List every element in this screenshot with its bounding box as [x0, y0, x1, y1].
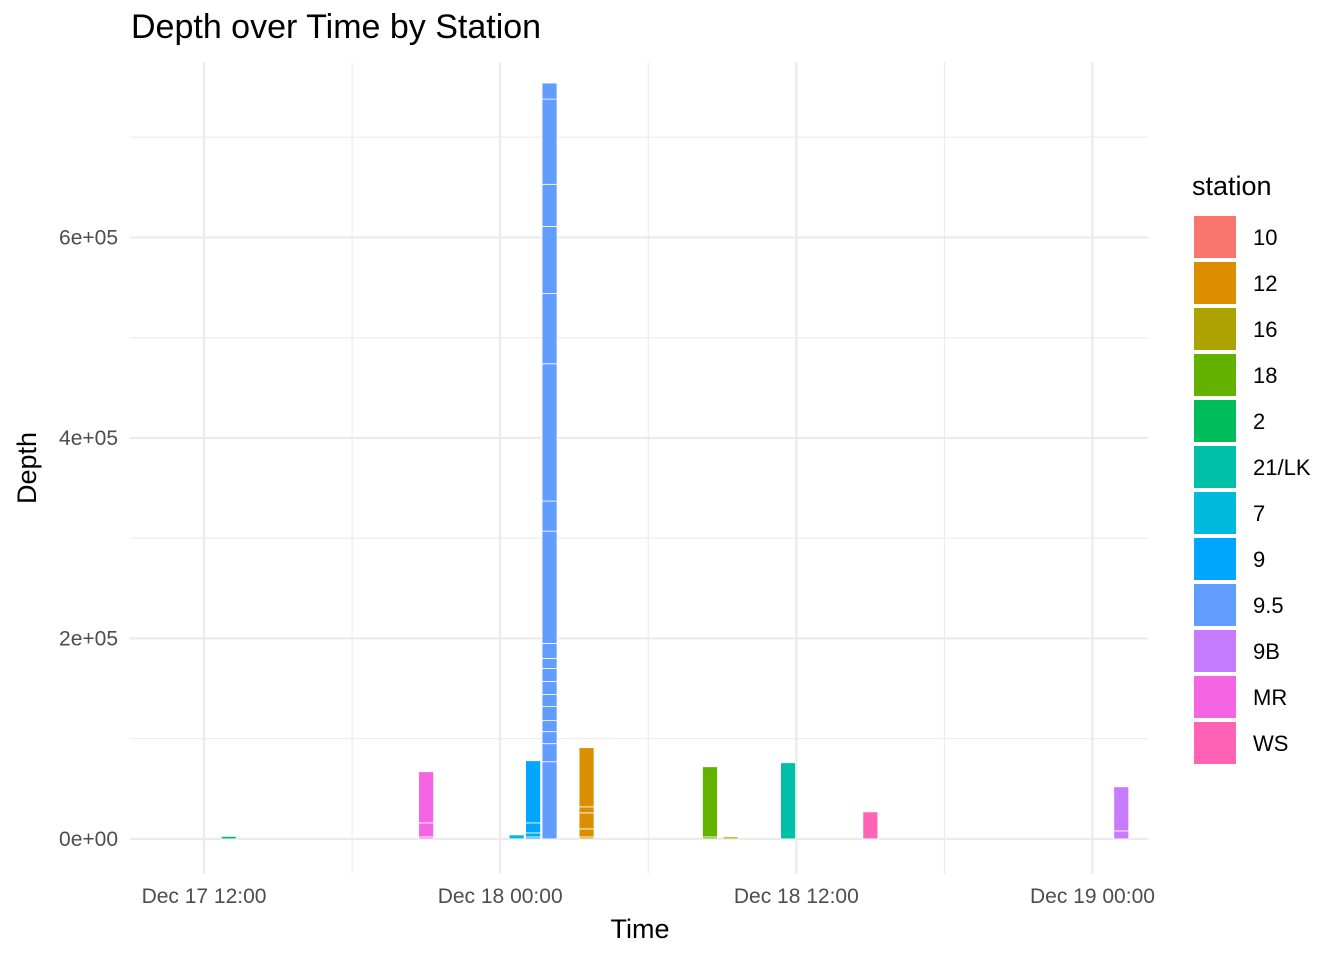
bar-segment-MR: [418, 771, 435, 824]
bar-segment-9.5: [541, 743, 558, 763]
legend-label-9B: 9B: [1253, 639, 1280, 664]
legend-key-18: [1194, 354, 1236, 396]
x-axis-title: Time: [611, 914, 670, 944]
bar-segment-9.5: [541, 720, 558, 733]
legend-key-9.5: [1194, 584, 1236, 626]
bar-segment-12: [578, 812, 595, 830]
bar-segment-9.5: [541, 694, 558, 707]
y-axis-title: Depth: [12, 432, 42, 504]
legend-label-21/LK: 21/LK: [1253, 455, 1311, 480]
x-tick-label: Dec 19 00:00: [1030, 885, 1155, 908]
legend-key-2: [1194, 400, 1236, 442]
chart-title: Depth over Time by Station: [131, 8, 542, 46]
legend-label-18: 18: [1253, 363, 1277, 388]
legend-key-21/LK: [1194, 446, 1236, 488]
y-tick-label: 4e+05: [59, 427, 118, 450]
bar-segment-MR: [418, 822, 435, 838]
bar-segment-9.5: [541, 761, 558, 840]
bar-segment-9.5: [541, 98, 558, 185]
bar-segment-18: [702, 766, 718, 838]
x-tick-label: Dec 18 00:00: [438, 885, 563, 908]
bar-segment-9.5: [541, 293, 558, 365]
bar-segment-9.5: [541, 363, 558, 502]
legend-key-MR: [1194, 676, 1236, 718]
legend-title: station: [1192, 171, 1272, 201]
y-tick-label: 2e+05: [59, 627, 118, 650]
bar-segment-WS: [862, 811, 879, 840]
legend-key-16: [1194, 308, 1236, 350]
bar-segment-16: [722, 836, 739, 840]
bar-segment-9B: [1113, 830, 1130, 840]
legend-label-16: 16: [1253, 317, 1277, 342]
legend-label-10: 10: [1253, 225, 1277, 250]
bar-segment-9.5: [541, 82, 558, 100]
bar-segment-12: [578, 806, 595, 814]
legend-label-2: 2: [1253, 409, 1265, 434]
bar-segment-9B: [1113, 786, 1130, 832]
legend-label-WS: WS: [1253, 731, 1288, 756]
legend-key-9: [1194, 538, 1236, 580]
bar-segment-9: [525, 822, 541, 834]
y-axis-ticks: 0e+00 2e+05 4e+05 6e+05: [59, 226, 118, 850]
bar-segment-9.5: [541, 183, 558, 227]
legend-key-10: [1194, 216, 1236, 258]
legend-label-9: 9: [1253, 547, 1265, 572]
legend: station 10 12 16 18 2 21/LK 7 9 9.5 9B MR WS: [1192, 171, 1311, 764]
legend-key-9B: [1194, 630, 1236, 672]
legend-key-12: [1194, 262, 1236, 304]
bar-segment-9.5: [541, 668, 558, 682]
bar-segment-9.5: [541, 643, 558, 659]
bar-segment-12: [578, 828, 595, 838]
x-axis-ticks: Dec 17 12:00 Dec 18 00:00 Dec 18 12:00 Dec …: [142, 885, 1155, 908]
x-tick-label: Dec 18 12:00: [734, 885, 859, 908]
bar-segment-2: [220, 836, 237, 840]
bar-segment-9.5: [541, 500, 558, 532]
bar-segment-9.5: [541, 706, 558, 722]
bar-segment-9.5: [541, 226, 558, 294]
y-tick-label: 0e+00: [59, 828, 118, 851]
bar-segment-9.5: [541, 530, 558, 644]
legend-label-9.5: 9.5: [1253, 593, 1284, 618]
bar-segment-12: [578, 747, 595, 808]
bar-segment-7: [508, 834, 525, 840]
bar-segment-9.5: [541, 658, 558, 669]
y-tick-label: 6e+05: [59, 226, 118, 249]
bar-segment-9: [525, 760, 541, 824]
legend-key-7: [1194, 492, 1236, 534]
bars: [220, 82, 1130, 840]
legend-key-WS: [1194, 722, 1236, 764]
legend-label-7: 7: [1253, 501, 1265, 526]
x-tick-label: Dec 17 12:00: [142, 885, 267, 908]
grid-lines: [130, 62, 1148, 874]
legend-label-12: 12: [1253, 271, 1277, 296]
legend-label-MR: MR: [1253, 685, 1287, 710]
bar-segment-9.5: [541, 681, 558, 695]
bar-segment-9: [525, 832, 541, 838]
bar-segment-9.5: [541, 731, 558, 745]
bar-segment-21/LK: [780, 762, 797, 840]
